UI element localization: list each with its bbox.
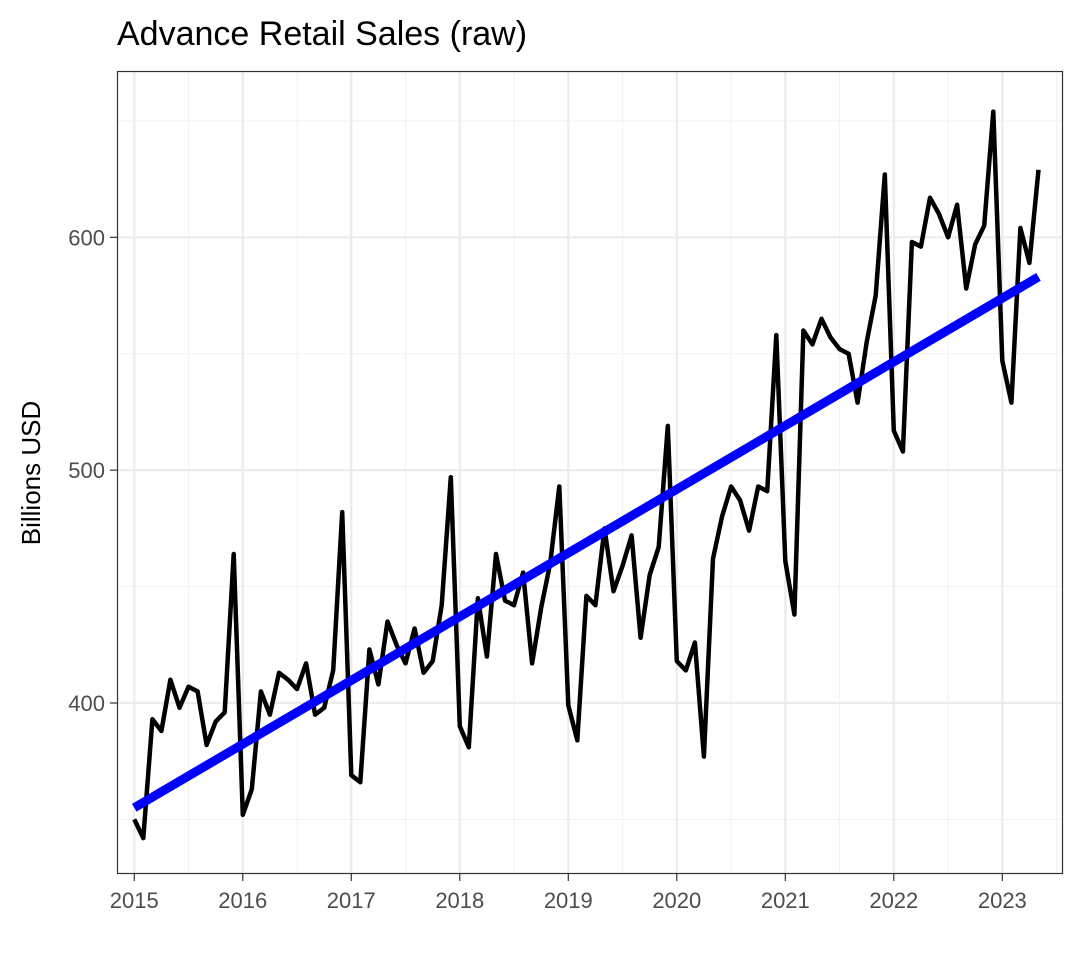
series-layer: [131, 109, 1041, 841]
x-tick-label: 2020: [652, 888, 701, 913]
y-tick-label: 500: [68, 458, 105, 483]
y-tick-label: 400: [68, 691, 105, 716]
raw-sales-line: [132, 109, 1041, 841]
grid-lines: [118, 72, 1062, 873]
x-tick-label: 2021: [761, 888, 810, 913]
x-tick-label: 2018: [435, 888, 484, 913]
y-axis-label: Billions USD: [16, 401, 46, 546]
axes: 2015 2016 2017 2018 2019 2020 2021 2022 2023 400 5…: [68, 225, 1027, 913]
x-tick-label: 2019: [544, 888, 593, 913]
trend-line: [131, 273, 1041, 812]
plot-panel-border: [116, 70, 1064, 875]
chart-title: Advance Retail Sales (raw): [117, 15, 527, 53]
x-tick-label: 2015: [110, 888, 159, 913]
x-tick-label: 2017: [327, 888, 376, 913]
x-tick-label: 2016: [218, 888, 267, 913]
y-tick-label: 600: [68, 225, 105, 250]
x-tick-label: 2023: [978, 888, 1027, 913]
x-tick-label: 2022: [869, 888, 918, 913]
